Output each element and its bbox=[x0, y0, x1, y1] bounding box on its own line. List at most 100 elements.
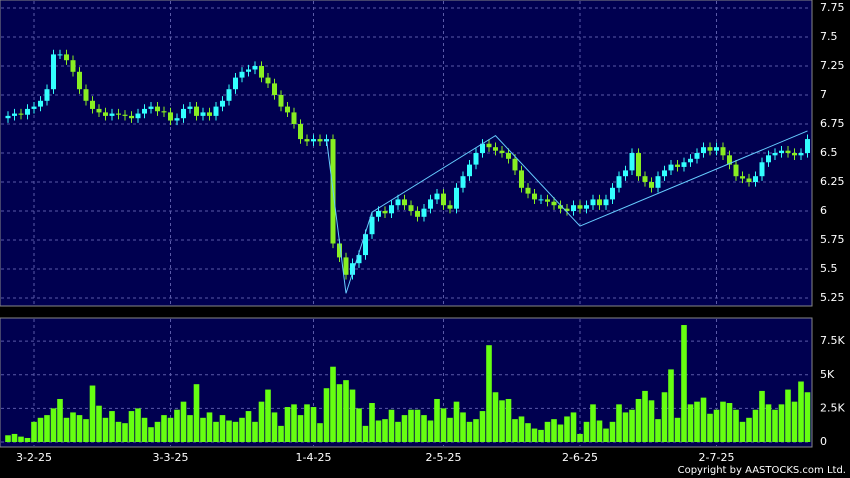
volume-bar bbox=[447, 417, 453, 442]
volume-bar bbox=[382, 419, 388, 442]
volume-bar bbox=[31, 421, 37, 442]
x-tick-label: 2-7-25 bbox=[699, 451, 735, 464]
candle-body bbox=[759, 162, 765, 177]
volume-bar bbox=[778, 404, 785, 442]
volume-bar bbox=[590, 404, 596, 442]
volume-bar bbox=[564, 416, 570, 442]
candle-body bbox=[538, 199, 544, 201]
candle-body bbox=[571, 205, 576, 211]
candle-body bbox=[304, 139, 310, 142]
candle-body bbox=[727, 155, 732, 165]
candle-body bbox=[428, 199, 433, 209]
candle-body bbox=[129, 115, 134, 119]
volume-bar bbox=[310, 407, 317, 442]
y-tick-label: 0 bbox=[820, 435, 827, 448]
volume-bar bbox=[765, 404, 772, 442]
volume-bar bbox=[278, 425, 284, 442]
volume-bar bbox=[642, 390, 648, 442]
volume-bar bbox=[349, 389, 356, 442]
candle-body bbox=[805, 139, 810, 153]
volume-bar bbox=[674, 417, 681, 442]
candle-body bbox=[369, 216, 375, 235]
candle-body bbox=[142, 108, 147, 114]
volume-bar bbox=[161, 415, 167, 442]
candle-body bbox=[636, 153, 641, 177]
candle-body bbox=[194, 106, 199, 116]
volume-bar bbox=[5, 435, 11, 442]
candle-body bbox=[226, 89, 232, 101]
candle-body bbox=[174, 118, 180, 121]
volume-bar bbox=[304, 404, 310, 442]
candle-body bbox=[103, 112, 108, 116]
candle-body bbox=[122, 114, 128, 116]
volume-bar bbox=[232, 421, 239, 442]
candle-body bbox=[772, 153, 778, 156]
candle-body bbox=[311, 139, 316, 142]
copyright: Copyright by AASTOCKS.com Ltd. bbox=[678, 465, 846, 476]
volume-bar bbox=[226, 420, 232, 442]
candle-body bbox=[434, 193, 440, 200]
volume-bar bbox=[596, 420, 603, 442]
y-tick-label: 5.25 bbox=[820, 291, 845, 304]
volume-bar bbox=[661, 392, 668, 442]
volume-bar bbox=[239, 417, 245, 442]
candle-body bbox=[473, 153, 479, 165]
volume-bar bbox=[148, 427, 154, 442]
volume-bar bbox=[440, 408, 447, 442]
volume-bar bbox=[115, 421, 122, 442]
volume-bar bbox=[557, 424, 564, 442]
volume-bar bbox=[726, 403, 733, 442]
volume-bar bbox=[648, 400, 655, 442]
volume-bar bbox=[479, 411, 486, 442]
candle-body bbox=[519, 170, 524, 188]
volume-bar bbox=[375, 420, 382, 442]
candle-body bbox=[675, 164, 680, 167]
volume-bar bbox=[193, 384, 200, 442]
volume-bar bbox=[603, 428, 609, 442]
candle-body bbox=[207, 112, 212, 116]
candle-body bbox=[486, 143, 492, 148]
x-tick-label: 1-4-25 bbox=[296, 451, 332, 464]
candle-body bbox=[688, 158, 693, 163]
volume-bar bbox=[57, 398, 63, 442]
candle-body bbox=[766, 155, 771, 163]
volume-bar bbox=[668, 369, 674, 442]
candle-body bbox=[135, 113, 141, 119]
candle-body bbox=[200, 112, 206, 116]
volume-bar bbox=[531, 428, 538, 442]
volume-bar bbox=[323, 388, 330, 442]
volume-bar bbox=[499, 400, 505, 442]
candle-body bbox=[714, 147, 719, 151]
volume-bar bbox=[18, 436, 24, 442]
candle-body bbox=[564, 208, 570, 211]
volume-bar bbox=[752, 409, 759, 442]
candle-body bbox=[116, 113, 121, 115]
volume-bar bbox=[570, 412, 577, 442]
volume-bar bbox=[694, 401, 700, 442]
candle-body bbox=[90, 100, 95, 109]
candle-body bbox=[655, 176, 661, 188]
candle-body bbox=[382, 211, 388, 214]
volume-bar bbox=[388, 409, 395, 442]
volume-bar bbox=[583, 421, 590, 442]
candle-body bbox=[798, 153, 804, 156]
candle-body bbox=[291, 112, 297, 124]
volume-bar bbox=[297, 415, 304, 442]
candle-body bbox=[662, 170, 667, 177]
volume-bar bbox=[200, 417, 206, 442]
candle-body bbox=[720, 147, 726, 156]
volume-bar bbox=[109, 411, 115, 442]
volume-bar bbox=[427, 420, 434, 442]
candle-body bbox=[623, 170, 628, 177]
x-tick-label: 2-5-25 bbox=[426, 451, 462, 464]
volume-bar bbox=[551, 419, 557, 442]
candle-body bbox=[610, 187, 615, 200]
candle-body bbox=[239, 71, 245, 78]
volume-bar bbox=[395, 421, 401, 442]
volume-bar bbox=[759, 390, 765, 442]
volume-bar bbox=[252, 421, 258, 442]
candle-body bbox=[57, 54, 63, 56]
candle-body bbox=[454, 187, 459, 209]
candle-body bbox=[70, 60, 76, 72]
candle-body bbox=[161, 111, 167, 113]
